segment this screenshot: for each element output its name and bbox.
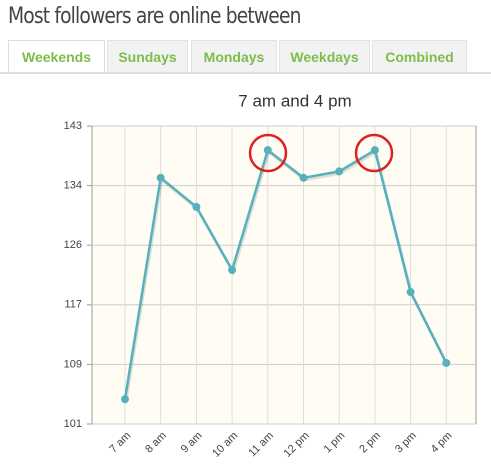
tab[interactable]: Combined bbox=[372, 40, 467, 72]
y-tick-label: 134 bbox=[64, 180, 82, 192]
highlight-circle bbox=[248, 133, 288, 173]
x-tick-label: 4 pm bbox=[429, 430, 455, 456]
y-tick-label: 109 bbox=[64, 358, 82, 370]
data-point bbox=[263, 146, 272, 155]
chart-title: 7 am and 4 pm bbox=[238, 91, 351, 110]
x-tick-label: 8 am bbox=[143, 430, 169, 456]
x-tick-label: 1 pm bbox=[322, 430, 348, 456]
page-title: Most followers are online between bbox=[8, 4, 301, 29]
x-tick-label: 10 am bbox=[210, 430, 240, 460]
x-tick-label: 7 am bbox=[107, 430, 133, 456]
data-point bbox=[192, 202, 201, 211]
tab[interactable]: Weekdays bbox=[279, 40, 370, 72]
y-tick-label: 117 bbox=[64, 299, 82, 311]
y-tick-label: 126 bbox=[64, 239, 82, 251]
data-point bbox=[228, 266, 237, 275]
highlight-circle bbox=[354, 133, 394, 173]
tab[interactable]: Sundays bbox=[107, 40, 188, 72]
tab[interactable]: Mondays bbox=[191, 40, 277, 72]
x-tick-label: 9 am bbox=[179, 430, 205, 456]
data-point bbox=[299, 173, 308, 182]
data-point bbox=[442, 358, 451, 367]
x-tick-label: 12 pm bbox=[282, 430, 312, 460]
tab-bar: Weekends Sundays Mondays Weekdays Combined bbox=[0, 38, 491, 74]
x-tick-label: 3 pm bbox=[393, 430, 419, 456]
x-tick-label: 2 pm bbox=[357, 430, 383, 456]
data-point bbox=[121, 395, 129, 404]
data-point bbox=[406, 288, 415, 297]
y-tick-label: 143 bbox=[64, 120, 82, 132]
x-tick-label: 11 am bbox=[246, 430, 276, 460]
plot-area bbox=[91, 125, 477, 425]
data-point bbox=[370, 146, 379, 155]
tab[interactable]: Weekends bbox=[8, 40, 105, 72]
data-point bbox=[335, 167, 344, 176]
data-line bbox=[123, 148, 448, 400]
y-tick-label: 101 bbox=[64, 418, 82, 430]
data-point bbox=[156, 173, 165, 182]
